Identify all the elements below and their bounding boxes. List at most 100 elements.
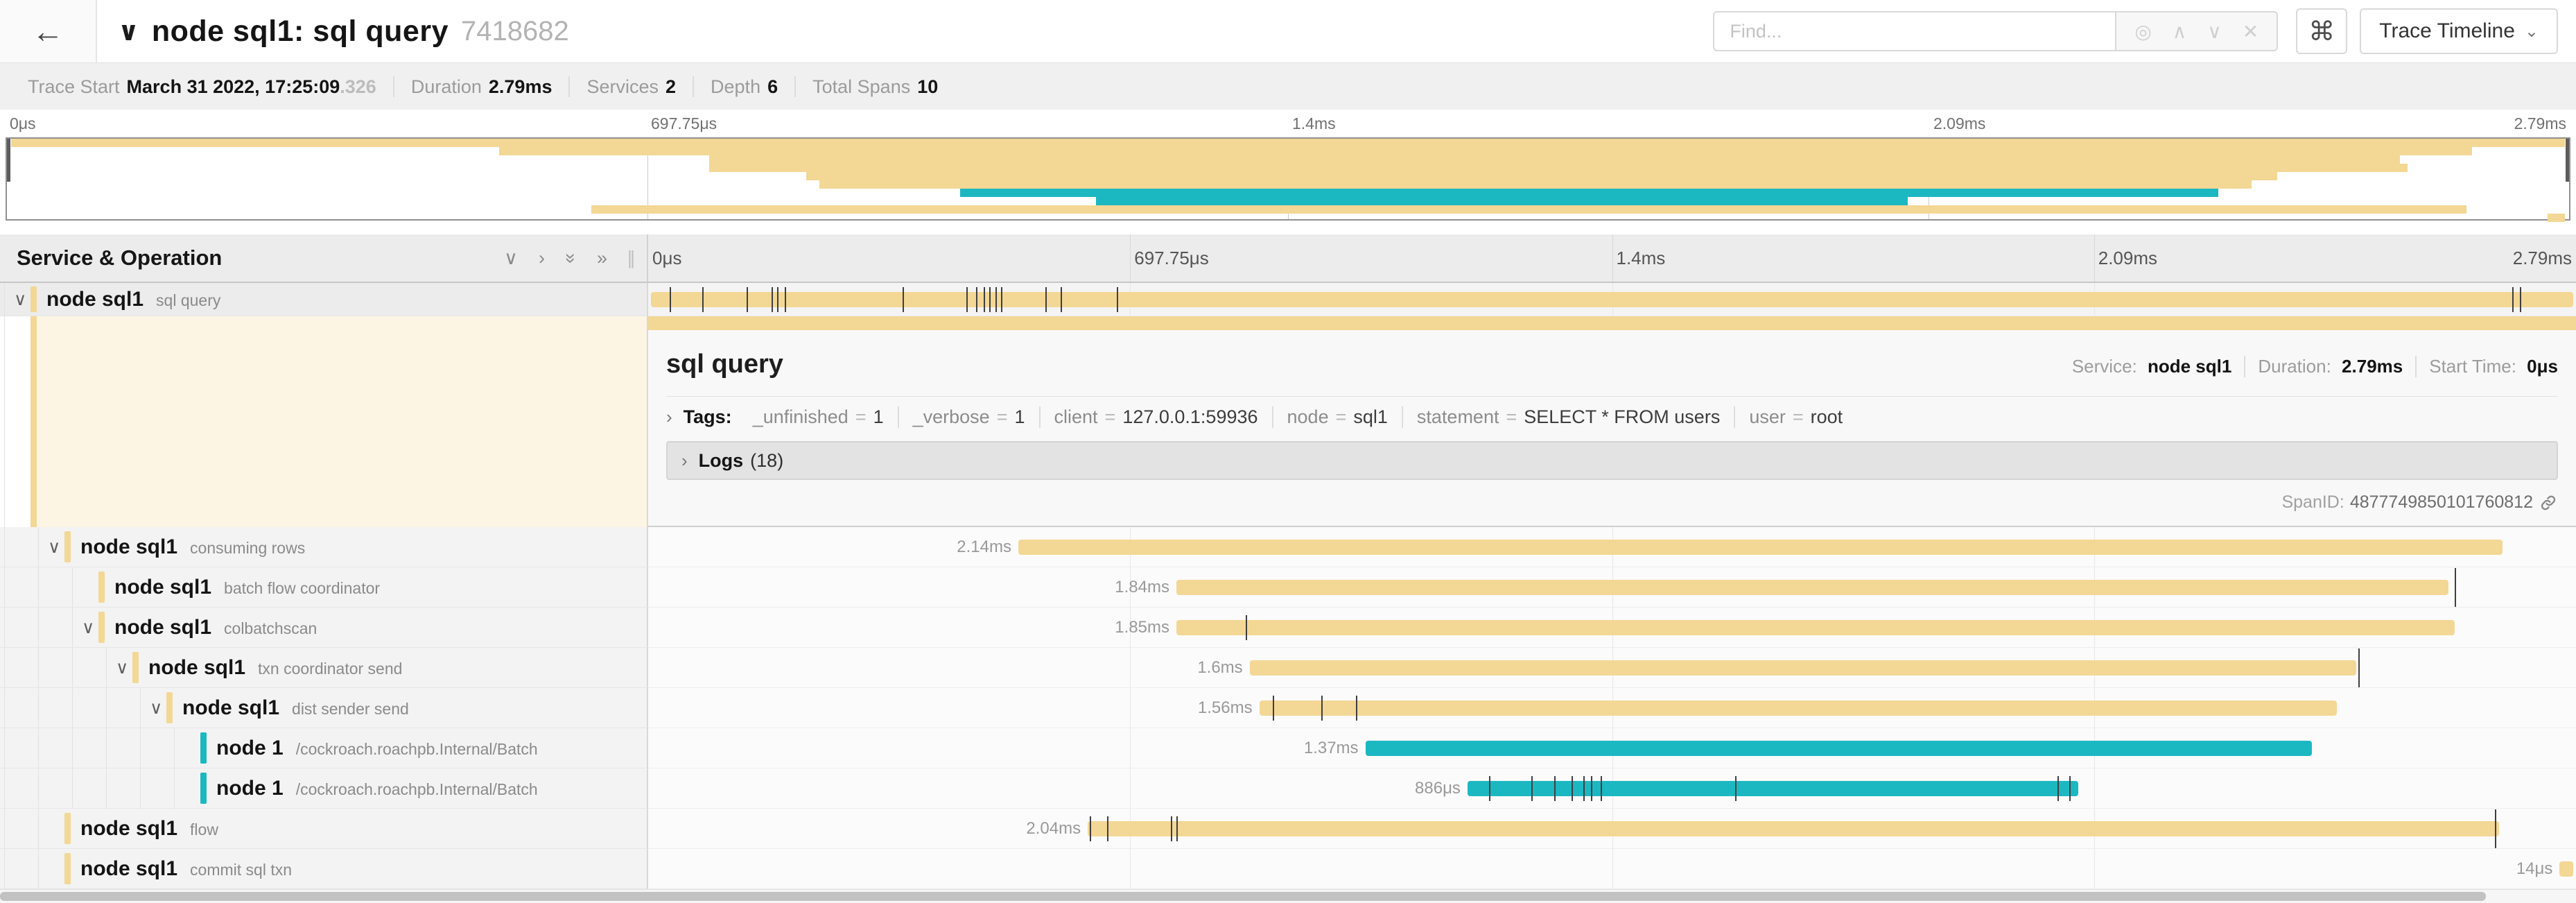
find-input[interactable] xyxy=(1713,11,2116,51)
minimap-span-row xyxy=(7,155,2569,164)
minimap-span-bar xyxy=(959,189,2218,197)
detail-meta-pair: Start Time: 0μs xyxy=(2415,356,2558,377)
tag-value: 127.0.0.1:59936 xyxy=(1122,406,1258,427)
span-duration-label: 2.14ms xyxy=(957,537,1011,556)
tree-chevron-down-icon[interactable]: ∨ xyxy=(82,617,95,637)
span-bar[interactable] xyxy=(1018,540,2503,555)
timeline-row--cockroach-roachpb-internal-batch[interactable]: 886μs xyxy=(648,768,2576,809)
timeline-gridline xyxy=(1130,567,1131,607)
timeline-row-dist-sender-send[interactable]: 1.56ms xyxy=(648,688,2576,728)
summary-item: Total Spans 10 xyxy=(794,76,955,97)
log-marker-tick xyxy=(1583,776,1585,801)
tree-chevron-down-icon[interactable]: ∨ xyxy=(48,537,61,557)
span-bar[interactable] xyxy=(1088,821,2499,836)
tag-key: _unfinished xyxy=(752,406,848,427)
spacer xyxy=(0,221,2576,234)
service-name[interactable]: node sql1 dist sender send xyxy=(182,696,409,719)
span-bar[interactable] xyxy=(1176,580,2449,595)
timeline-row-sql-query[interactable] xyxy=(648,283,2576,316)
tree-row-dist-sender-send[interactable]: ∨ node sql1 dist sender send xyxy=(0,688,648,728)
log-marker-tick xyxy=(1089,816,1091,841)
timeline-row-flow[interactable]: 2.04ms xyxy=(648,809,2576,849)
span-bar[interactable] xyxy=(2559,861,2573,877)
tree-guide-line xyxy=(106,728,107,768)
command-icon: ⌘ xyxy=(2308,17,2335,46)
service-name[interactable]: node sql1 commit sql txn xyxy=(80,857,293,880)
back-button[interactable]: ← xyxy=(0,0,97,62)
clear-search-icon[interactable]: ✕ xyxy=(2242,20,2259,42)
service-name[interactable]: node 1/cockroach.roachpb.Internal/Batch xyxy=(216,776,538,800)
log-marker-tick xyxy=(989,287,991,312)
keyboard-shortcuts-button[interactable]: ⌘ xyxy=(2296,8,2348,54)
tree-guide-line xyxy=(38,849,39,888)
tree-row--cockroach-roachpb-internal-batch[interactable]: node 1/cockroach.roachpb.Internal/Batch xyxy=(0,768,648,809)
tags-accordion[interactable]: › Tags: _unfinished = 1 _verbose = 1 client = 12… xyxy=(666,397,2558,437)
span-duration-label: 1.6ms xyxy=(1197,657,1243,677)
span-bar[interactable] xyxy=(1259,700,2338,716)
minimap-right-handle[interactable] xyxy=(2566,139,2569,182)
tree-guide-line xyxy=(72,608,73,647)
collapse-one-icon[interactable]: ∨ xyxy=(504,247,518,268)
column-resizer-grip[interactable]: ∥ xyxy=(627,247,637,268)
ruler-tick-label: 2.79ms xyxy=(2512,248,2572,268)
timeline-row-batch-flow-coordinator[interactable]: 1.84ms xyxy=(648,567,2576,608)
tree-row-flow[interactable]: node sql1 flow xyxy=(0,809,648,849)
tag-list: _unfinished = 1 _verbose = 1 client = 127.0.0.1:… xyxy=(739,406,1856,428)
span-id-label: SpanID: xyxy=(2281,492,2344,512)
timeline-row-colbatchscan[interactable]: 1.85ms xyxy=(648,608,2576,648)
scrollbar-thumb[interactable] xyxy=(0,892,2486,901)
expand-one-icon[interactable]: › xyxy=(538,247,545,268)
service-name[interactable]: node sql1 sql query xyxy=(46,287,221,311)
service-name[interactable]: node sql1 colbatchscan xyxy=(114,615,317,639)
minimap-left-handle[interactable] xyxy=(7,139,10,182)
service-name[interactable]: node 1/cockroach.roachpb.Internal/Batch xyxy=(216,736,538,759)
log-marker-tick xyxy=(1554,776,1556,801)
operation-name: dist sender send xyxy=(292,699,409,718)
timeline-row-consuming-rows[interactable]: 2.14ms xyxy=(648,527,2576,567)
logs-accordion[interactable]: › Logs (18) xyxy=(666,441,2558,480)
span-bar[interactable] xyxy=(1467,781,2079,796)
span-detail-meta: Service: node sql1 Duration: 2.79ms Start … xyxy=(2060,356,2558,377)
span-row-sql-query: ∨ node sql1 sql query xyxy=(0,283,2576,316)
timeline-row--cockroach-roachpb-internal-batch[interactable]: 1.37ms xyxy=(648,728,2576,768)
service-name[interactable]: node sql1 consuming rows xyxy=(80,535,306,558)
locate-span-icon[interactable]: ◎ xyxy=(2134,20,2152,42)
equals-sign: = xyxy=(1792,406,1804,427)
equals-sign: = xyxy=(1104,406,1116,427)
view-options-button[interactable]: Trace Timeline ⌄ xyxy=(2360,8,2558,54)
tree-row-txn-coordinator-send[interactable]: ∨ node sql1 txn coordinator send xyxy=(0,648,648,688)
service-name[interactable]: node sql1 batch flow coordinator xyxy=(114,575,381,599)
timeline-gridline xyxy=(1130,728,1131,768)
service-name[interactable]: node sql1 txn coordinator send xyxy=(148,655,403,679)
tree-row-consuming-rows[interactable]: ∨ node sql1 consuming rows xyxy=(0,527,648,567)
tree-row-commit-sql-txn[interactable]: node sql1 commit sql txn xyxy=(0,849,648,889)
trace-minimap[interactable] xyxy=(6,137,2570,222)
next-result-icon[interactable]: ∨ xyxy=(2207,20,2222,42)
tree-guide-line xyxy=(72,688,73,728)
prev-result-icon[interactable]: ∧ xyxy=(2172,20,2187,42)
tree-chevron-down-icon[interactable]: ∨ xyxy=(116,657,129,678)
trace-collapse-icon[interactable]: ∨ xyxy=(118,17,139,46)
collapse-all-icon[interactable]: » xyxy=(560,252,582,264)
span-bar[interactable] xyxy=(1249,660,2356,676)
span-bar[interactable] xyxy=(1176,620,2455,635)
timeline-row-txn-coordinator-send[interactable]: 1.6ms xyxy=(648,648,2576,688)
timeline-row-commit-sql-txn[interactable]: 14μs xyxy=(648,849,2576,889)
find-actions: ◎ ∧ ∨ ✕ xyxy=(2115,11,2279,51)
log-marker-tick xyxy=(1000,287,1002,312)
tree-row--cockroach-roachpb-internal-batch[interactable]: node 1/cockroach.roachpb.Internal/Batch xyxy=(0,728,648,768)
tree-chevron-down-icon[interactable]: ∨ xyxy=(150,698,163,718)
tree-guide-line xyxy=(38,648,39,687)
operation-name: sql query xyxy=(156,291,221,309)
span-bar[interactable] xyxy=(1365,741,2312,756)
expand-all-icon[interactable]: » xyxy=(596,247,607,268)
tree-row-sql-query[interactable]: ∨ node sql1 sql query xyxy=(0,283,648,316)
tree-chevron-down-icon[interactable]: ∨ xyxy=(14,289,27,309)
minimap-ruler: 0μs 697.75μs 1.4ms 2.09ms 2.79ms xyxy=(6,110,2570,137)
span-bar[interactable] xyxy=(651,292,2573,307)
link-icon[interactable] xyxy=(2539,493,2558,513)
tree-row-colbatchscan[interactable]: ∨ node sql1 colbatchscan xyxy=(0,608,648,648)
span-row: node sql1 flow 2.04ms xyxy=(0,809,2576,849)
service-name[interactable]: node sql1 flow xyxy=(80,816,218,840)
tree-row-batch-flow-coordinator[interactable]: node sql1 batch flow coordinator xyxy=(0,567,648,608)
